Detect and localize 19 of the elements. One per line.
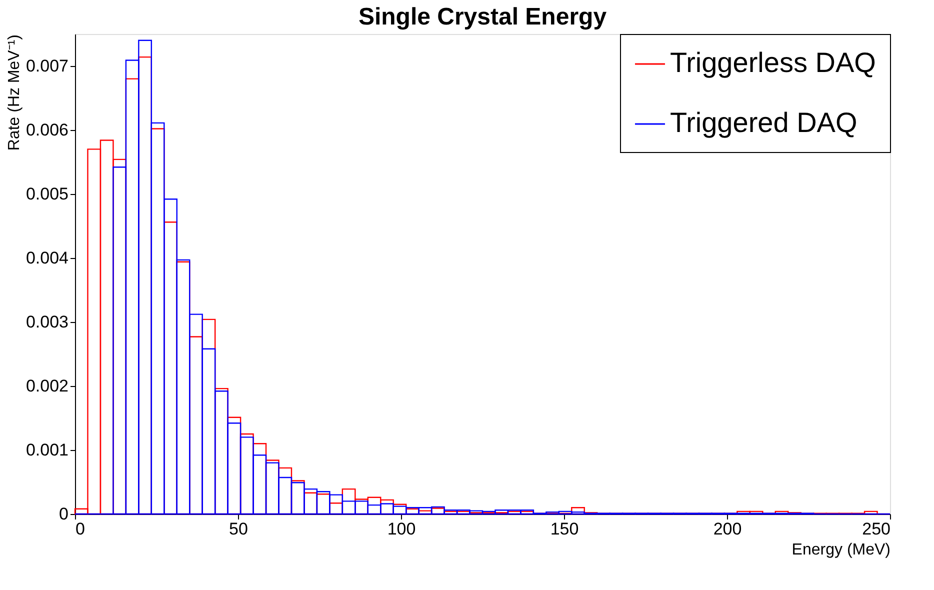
x-tick-label: 200 (713, 520, 742, 538)
legend-label: Triggerless DAQ (670, 47, 876, 78)
x-axis-title: Energy (MeV) (792, 542, 890, 558)
x-tick-label: 0 (76, 520, 85, 538)
y-tick-label: 0.002 (26, 376, 68, 396)
y-tick-label: 0.003 (26, 312, 68, 332)
x-tick-label: 100 (387, 520, 416, 538)
y-tick-label: 0.005 (26, 184, 68, 204)
y-axis-title: Rate (Hz MeV⁻¹) (6, 34, 23, 151)
legend-label: Triggered DAQ (670, 107, 858, 138)
y-tick-label: 0.006 (26, 120, 68, 140)
x-tick-label: 150 (550, 520, 579, 538)
x-tick-label: 250 (862, 520, 890, 538)
x-tick-label: 50 (229, 520, 248, 538)
y-tick-label: 0.001 (26, 440, 68, 460)
y-tick-label: 0.004 (26, 248, 68, 268)
y-tick-label: 0 (59, 504, 68, 524)
chart-title: Single Crystal Energy (358, 4, 608, 30)
y-tick-label: 0.007 (26, 56, 68, 76)
